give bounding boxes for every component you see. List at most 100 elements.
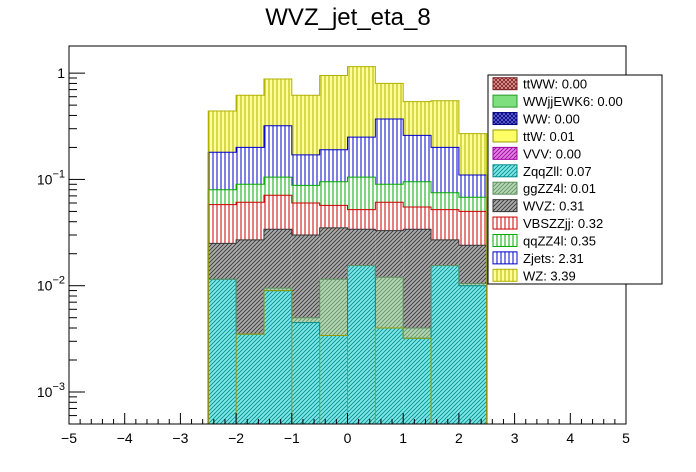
legend-swatch-ggZZ4l	[492, 181, 518, 195]
bar-ggZZ4l-bin-2	[263, 288, 292, 291]
legend-swatch-WZ	[492, 268, 518, 282]
legend-label-WVZ: WVZ: 0.31	[523, 199, 584, 214]
bar-Zjets-bin-3	[291, 154, 320, 186]
bar-Zjets-bin-0	[208, 152, 237, 190]
y-tick-label: 10−3	[37, 381, 65, 400]
stack-outline-qqZZ4l	[207, 176, 488, 424]
y-tick-label: 10−1	[37, 168, 65, 187]
bar-ZqqZll-bin-9	[458, 285, 487, 424]
legend-label-qqZZ4l: qqZZ4l: 0.35	[523, 233, 596, 248]
stack-outline-VBSZZjj	[207, 194, 488, 424]
bar-Zjets-bin-8	[431, 147, 459, 193]
y-axis: 10−3 10−2 10−1 1	[37, 65, 85, 425]
legend-label-VBSZZjj: VBSZZjj: 0.32	[523, 216, 603, 231]
legend-swatch-WW	[492, 112, 518, 126]
x-tick-label: 0	[344, 430, 352, 446]
x-tick-label: 1	[399, 430, 407, 446]
bar-qqZZ4l-bin-3	[291, 185, 320, 204]
bar-qqZZ4l-bin-7	[403, 181, 432, 208]
bar-qqZZ4l-bin-8	[431, 192, 459, 210]
bar-ZqqZll-bin-5	[347, 265, 376, 424]
bar-qqZZ4l-bin-5	[347, 177, 376, 210]
bar-ZqqZll-bin-6	[375, 328, 404, 424]
chart-title: WVZ_jet_eta_8	[265, 4, 430, 31]
bar-ZqqZll-bin-7	[403, 338, 432, 424]
legend-swatch-qqZZ4l	[492, 233, 518, 247]
legend-label-ttWW: ttWW: 0.00	[523, 77, 587, 92]
y-tick-label: 10−2	[37, 275, 65, 294]
stack-outline-WZ	[207, 66, 488, 424]
x-tick-label: −5	[61, 430, 77, 446]
stack-outline-Zjets	[207, 118, 488, 424]
bar-Zjets-bin-5	[347, 137, 376, 178]
bar-ZqqZll-bin-0	[208, 279, 237, 424]
bar-ggZZ4l-bin-7	[403, 328, 432, 339]
bar-VBSZZjj-bin-5	[347, 209, 376, 230]
legend-label-ttW: ttW: 0.01	[523, 129, 575, 144]
legend-swatch-WWjjEWK6	[492, 94, 518, 108]
bar-VBSZZjj-bin-3	[291, 203, 320, 235]
legend-label-WZ: WZ: 3.39	[523, 268, 576, 283]
bar-WVZ-bin-2	[263, 229, 292, 289]
bar-Zjets-bin-7	[403, 135, 432, 182]
bar-VBSZZjj-bin-0	[208, 204, 237, 244]
bar-WVZ-bin-3	[291, 235, 320, 318]
bar-WZ-bin-3	[291, 95, 320, 155]
x-tick-label: 2	[455, 430, 463, 446]
bar-WZ-bin-0	[208, 111, 237, 153]
legend-swatch-ttWW	[492, 77, 518, 91]
x-axis: −5 −4 −3 −2 −1 0 1 2 3 4 5	[61, 413, 630, 446]
bar-WZ-bin-2	[263, 79, 292, 126]
y-tick-label: 1	[57, 65, 65, 81]
legend-label-Zjets: Zjets: 2.31	[523, 251, 584, 266]
bar-ggZZ4l-bin-6	[375, 277, 404, 329]
bar-ZqqZll-bin-1	[236, 334, 264, 424]
legend-swatch-ttW	[492, 129, 518, 143]
bar-WVZ-bin-1	[236, 239, 264, 335]
bar-VBSZZjj-bin-1	[236, 202, 264, 240]
x-tick-label: 4	[566, 430, 574, 446]
bar-WVZ-bin-8	[431, 239, 459, 266]
bar-WVZ-bin-0	[208, 243, 237, 280]
x-tick-label: −4	[117, 430, 133, 446]
legend-label-ggZZ4l: ggZZ4l: 0.01	[523, 181, 596, 196]
bar-WVZ-bin-4	[319, 227, 348, 280]
stack-outline-ttW	[208, 290, 487, 425]
bar-Zjets-bin-4	[319, 149, 348, 182]
bar-stack-group	[208, 66, 487, 424]
bar-qqZZ4l-bin-4	[319, 181, 348, 206]
bar-VBSZZjj-bin-9	[458, 211, 487, 246]
x-tick-label: −3	[172, 430, 188, 446]
legend: ttWW: 0.00 WWjjEWK6: 0.00 WW: 0.00 ttW: 0.0…	[487, 74, 663, 285]
legend-swatch-VBSZZjj	[492, 216, 518, 230]
bar-ggZZ4l-bin-3	[291, 317, 320, 323]
bar-WVZ-bin-9	[458, 245, 487, 284]
bar-qqZZ4l-bin-1	[236, 184, 264, 203]
bar-VBSZZjj-bin-7	[403, 207, 432, 230]
bar-VBSZZjj-bin-2	[263, 195, 292, 230]
bar-WVZ-bin-5	[347, 229, 376, 266]
bar-VBSZZjj-bin-8	[431, 209, 459, 240]
bar-WVZ-bin-6	[375, 230, 404, 278]
legend-label-WW: WW: 0.00	[523, 112, 580, 127]
bar-ggZZ4l-bin-4	[319, 279, 348, 336]
bar-VBSZZjj-bin-6	[375, 202, 404, 231]
bar-ZqqZll-bin-8	[431, 265, 459, 424]
bar-ZqqZll-bin-4	[319, 335, 348, 424]
bar-qqZZ4l-bin-6	[375, 184, 404, 203]
bar-WVZ-bin-7	[403, 229, 432, 329]
bar-qqZZ4l-bin-0	[208, 189, 237, 205]
bar-qqZZ4l-bin-9	[458, 197, 487, 212]
bar-WZ-bin-9	[458, 133, 487, 176]
stack-outline-group	[207, 66, 488, 425]
bar-qqZZ4l-bin-2	[263, 177, 292, 196]
x-tick-label: −2	[228, 430, 244, 446]
x-tick-label: 3	[511, 430, 519, 446]
x-tick-label: 5	[622, 430, 630, 446]
legend-swatch-ZqqZll	[492, 164, 518, 178]
bar-WZ-bin-1	[236, 95, 264, 148]
stack-outline-WVZ	[207, 227, 488, 424]
bar-WZ-bin-6	[375, 83, 404, 120]
bar-WZ-bin-7	[403, 101, 432, 136]
